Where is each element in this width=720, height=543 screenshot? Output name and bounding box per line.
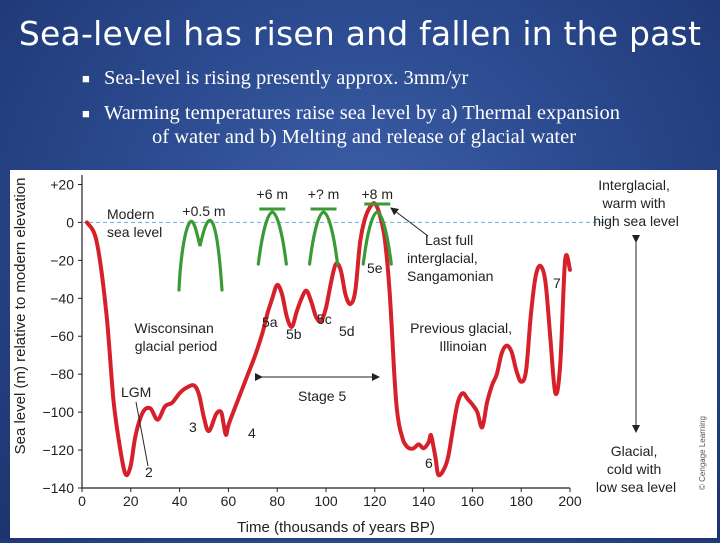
peak-curve — [361, 210, 393, 266]
x-tick-label: 160 — [461, 493, 485, 509]
slide-title: Sea-level has risen and fallen in the pa… — [18, 14, 702, 53]
x-tick-label: 120 — [363, 493, 387, 509]
annotation-line: Wisconsinan — [134, 320, 213, 336]
stage-label: 4 — [248, 425, 256, 441]
y-tick-label: −80 — [50, 366, 74, 382]
annotation-pointer-last-full — [390, 207, 429, 237]
square-bullet-icon: ■ — [82, 71, 90, 86]
x-tick-label: 100 — [314, 493, 338, 509]
annotation-line: Last full — [425, 232, 473, 248]
x-tick-label: 60 — [221, 493, 237, 509]
x-axis-label: Time (thousands of years BP) — [237, 519, 435, 536]
interglacial-peak-marker: +8 m — [361, 186, 393, 266]
annotation-line: Modern — [107, 206, 154, 222]
x-tick-label: 80 — [269, 493, 285, 509]
x-tick-label: 20 — [123, 493, 139, 509]
stage-label: 5e — [367, 260, 383, 276]
stage-label: 5b — [286, 326, 302, 342]
y-axis-label: Sea level (m) relative to modern elevati… — [12, 178, 29, 455]
interglacial-peak-marker: +? m — [307, 186, 340, 266]
bullet-list: ■ Sea-level is rising presently approx. … — [82, 66, 712, 160]
bullet-text: Warming temperatures raise sea level by … — [104, 102, 620, 124]
y-tick-label: +20 — [50, 176, 74, 192]
annotation-previous-glacial: Previous glacial, Illinoian — [410, 320, 516, 354]
interglacial-peak-marker: +0.5 m — [177, 203, 226, 292]
interglacial-peak-marker: +6 m — [256, 186, 289, 266]
annotation-line: low sea level — [596, 479, 676, 495]
annotation-line: cold with — [607, 461, 661, 477]
annotation-line: interglacial, — [407, 250, 478, 266]
annotation-line: warm with — [602, 195, 666, 211]
x-tick-label: 140 — [412, 493, 436, 509]
annotation-line: Sangamonian — [407, 268, 493, 284]
stage-labels: 2 3 4 5a 5b 5c 5d 5e 6 7 — [145, 260, 561, 480]
sea-level-chart: +20 0 −20 −40 −60 −80 −100 −120 −140 0 20 40 60 80 10… — [12, 175, 707, 536]
x-tick-label: 200 — [558, 493, 582, 509]
y-tick-label: −20 — [50, 252, 74, 268]
annotation-line: Previous glacial, — [410, 320, 512, 336]
annotation-line: glacial period — [135, 338, 218, 354]
bullet-item: ■ Warming temperatures raise sea level b… — [82, 101, 712, 149]
interglacial-peak-markers: +0.5 m +6 m +? m +8 m — [177, 186, 393, 292]
annotation-line: Illinoian — [439, 338, 486, 354]
annotation-lgm: LGM — [121, 384, 151, 400]
y-tick-label: −140 — [42, 480, 74, 496]
peak-label: +6 m — [257, 186, 289, 202]
stage-label: 5a — [262, 314, 278, 330]
y-tick-label: −120 — [42, 442, 74, 458]
peak-label: +8 m — [361, 186, 393, 202]
stage-label: 7 — [553, 275, 561, 291]
annotation-wisconsinan: Wisconsinan glacial period — [134, 320, 217, 354]
stage-label: 2 — [145, 464, 153, 480]
annotation-glacial: Glacial, cold with low sea level — [596, 443, 676, 495]
x-tick-label: 40 — [172, 493, 188, 509]
annotation-line: high sea level — [593, 213, 679, 229]
annotation-line: Glacial, — [611, 443, 658, 459]
stage-label: 6 — [425, 455, 433, 471]
stage-label: 3 — [189, 419, 197, 435]
annotation-line: sea level — [107, 224, 162, 240]
annotation-interglacial: Interglacial, warm with high sea level — [593, 177, 679, 229]
annotation-last-full-interglacial: Last full interglacial, Sangamonian — [407, 232, 493, 284]
bullet-text: Sea-level is rising presently approx. 3m… — [104, 67, 469, 89]
x-tick-label: 180 — [510, 493, 534, 509]
peak-curve — [256, 210, 288, 266]
peak-curve — [177, 218, 224, 292]
bullet-text-continued: of water and b) Melting and release of g… — [152, 126, 577, 148]
sea-level-curve — [84, 201, 572, 478]
x-tick-label: 0 — [78, 493, 86, 509]
y-tick-label: −100 — [42, 404, 74, 420]
annotation-pointer-lgm — [135, 401, 149, 467]
annotation-modern-sea-level: Modern sea level — [107, 206, 162, 240]
copyright-credit: © Cengage Learning — [698, 416, 707, 490]
y-tick-label: −60 — [50, 328, 74, 344]
square-bullet-icon: ■ — [82, 106, 90, 121]
bullet-item: ■ Sea-level is rising presently approx. … — [82, 66, 712, 90]
annotation-line: Interglacial, — [598, 177, 670, 193]
peak-label: +? m — [308, 186, 340, 202]
peak-label: +0.5 m — [182, 203, 225, 219]
y-tick-label: −40 — [50, 290, 74, 306]
stage-label: 5d — [339, 323, 355, 339]
peak-curve — [307, 210, 340, 266]
sea-level-chart-figure: +20 0 −20 −40 −60 −80 −100 −120 −140 0 20 40 60 80 10… — [10, 170, 717, 538]
annotation-stage-5: Stage 5 — [298, 388, 346, 404]
y-tick-label: 0 — [66, 214, 74, 230]
stage-label: 5c — [317, 311, 332, 327]
